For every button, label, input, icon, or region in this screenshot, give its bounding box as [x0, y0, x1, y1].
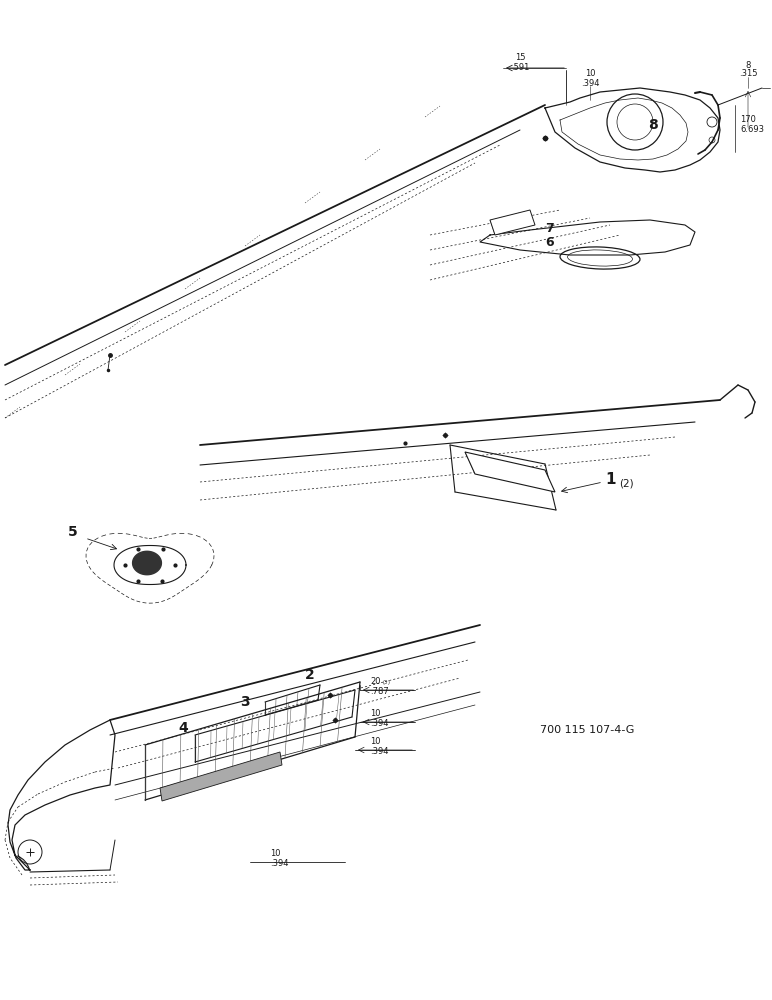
Text: 15: 15: [515, 53, 525, 62]
Text: 700 115 107-4-G: 700 115 107-4-G: [540, 725, 635, 735]
Text: 8: 8: [745, 60, 750, 70]
Text: .787: .787: [370, 686, 389, 696]
Text: .394: .394: [581, 79, 599, 88]
Text: 10: 10: [584, 70, 595, 79]
Text: .315: .315: [739, 70, 757, 79]
Text: .394: .394: [370, 746, 388, 756]
Text: 1: 1: [605, 473, 615, 488]
Text: 10: 10: [270, 850, 280, 858]
Polygon shape: [465, 452, 555, 492]
Text: 7: 7: [545, 222, 554, 234]
Text: 20: 20: [370, 678, 381, 686]
Text: 4: 4: [178, 721, 188, 735]
Text: 2: 2: [305, 668, 315, 682]
Text: 8: 8: [648, 118, 658, 132]
Text: 6.693: 6.693: [740, 124, 764, 133]
Polygon shape: [490, 210, 535, 235]
Text: .394: .394: [370, 718, 388, 728]
Polygon shape: [133, 551, 161, 575]
Text: 170: 170: [740, 115, 756, 124]
Text: $^{(3)}$: $^{(3)}$: [382, 678, 391, 686]
Text: .591: .591: [511, 62, 529, 72]
Text: 6: 6: [545, 236, 554, 249]
Text: 5: 5: [68, 525, 78, 539]
Text: .394: .394: [270, 858, 289, 867]
Text: 10: 10: [370, 710, 381, 718]
Text: (2): (2): [619, 478, 634, 488]
Text: 10: 10: [370, 738, 381, 746]
Text: 3: 3: [240, 695, 249, 709]
Polygon shape: [160, 752, 282, 801]
